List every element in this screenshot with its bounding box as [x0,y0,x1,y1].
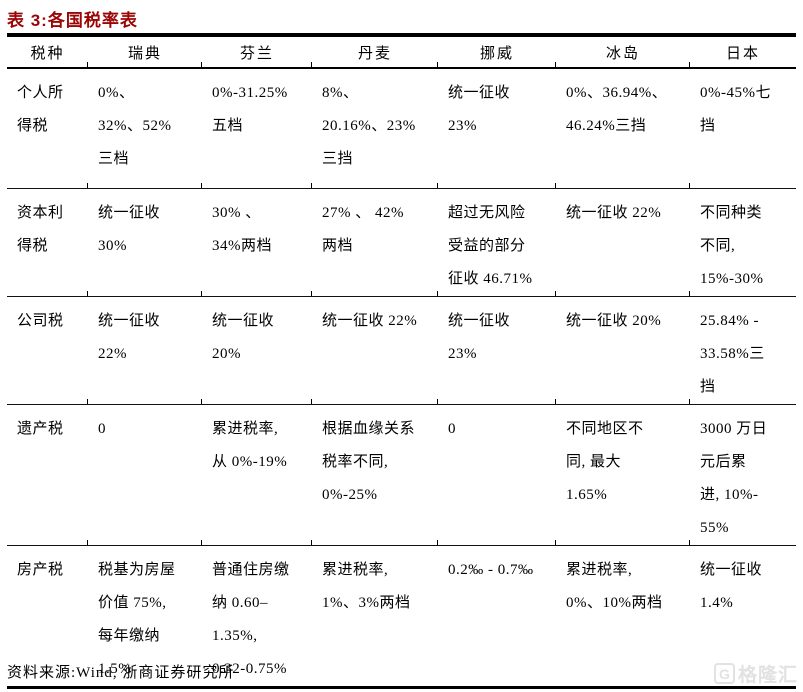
table-cell: 3000 万日 元后累 进, 10%- 55% [689,404,796,546]
table-cell: 0%-31.25% 五档 [201,68,312,189]
table-row-property-tax: 房产税 税基为房屋 价值 75%, 每年缴纳 1.5% 普通住房缴 纳 0.60… [7,545,796,686]
table-cell: 累进税率, 1%、3%两档 [322,561,411,611]
table-cell: 统一征收 22% [311,296,438,405]
table-cell: 30% 、 34%两档 [201,188,312,297]
table-cell: 超过无风险 受益的部分 征收 46.71% [437,188,556,297]
column-header-tax-type: 税种 [7,37,88,69]
row-header-personal-income-tax: 个人所 得税 [7,68,88,189]
table-cell: 累进税率, 从 0%-19% [201,404,312,546]
column-header-iceland: 冰岛 [555,37,690,69]
gelonghui-logo-icon: G [713,663,735,684]
table-cell: 0%、36.94%、 46.24%三挡 [555,68,690,189]
gelonghui-watermark-text: 格隆汇 [737,665,798,686]
gelonghui-watermark: G 格隆汇 [713,660,798,687]
table-cell: 统一征收 1.4% [700,561,763,611]
data-source-note: 资料来源:Wind, 浙商证券研究所 [7,665,235,681]
tax-rate-table-wrapper: 税种 瑞典 芬兰 丹麦 挪威 冰岛 日本 个人所 得税 0%、 32%、52% … [7,33,796,689]
table-cell: 统一征收 30% [87,188,202,297]
table-cell: 统一征收 22% [87,296,202,405]
table-cell: 不同地区不 同, 最大 1.65% [555,404,690,546]
table-row-inheritance-tax: 遗产税 0 累进税率, 从 0%-19% 根据血缘关系 税率不同, 0%-25%… [7,404,796,546]
table-cell: 税基为房屋 价值 75%, 每年缴纳 1.5% [98,561,176,677]
column-header-norway: 挪威 [437,37,556,69]
table-cell: 统一征收 23% [437,296,556,405]
column-header-sweden: 瑞典 [87,37,202,69]
table-row-capital-gains-tax: 资本利 得税 统一征收 30% 30% 、 34%两档 27% 、 42% 两档… [7,188,796,297]
row-header-inheritance-tax: 遗产税 [7,404,88,546]
table-cell: 累进税率, 0%、10%两档 [566,561,663,611]
table-row-corporate-tax: 公司税 统一征收 22% 统一征收 20% 统一征收 22% 统一征收 23% … [7,296,796,405]
row-header-capital-gains-tax: 资本利 得税 [7,188,88,297]
table-cell: 统一征收 23% [437,68,556,189]
tax-rate-table: 税种 瑞典 芬兰 丹麦 挪威 冰岛 日本 个人所 得税 0%、 32%、52% … [7,37,796,686]
table-cell: 27% 、 42% 两档 [311,188,438,297]
header-row: 税种 瑞典 芬兰 丹麦 挪威 冰岛 日本 [7,37,796,69]
row-header-corporate-tax: 公司税 [7,296,88,405]
table-row-personal-income-tax: 个人所 得税 0%、 32%、52% 三档 0%-31.25% 五档 8%、 2… [7,68,796,189]
table-cell: 0%-45%七 挡 [689,68,796,189]
column-header-denmark: 丹麦 [311,37,438,69]
table-cell: 根据血缘关系 税率不同, 0%-25% [311,404,438,546]
table-title: 表 3:各国税率表 [7,11,138,30]
column-header-japan: 日本 [689,37,796,69]
table-cell: 0%、 32%、52% 三档 [87,68,202,189]
table-cell: 统一征收 22% [555,188,690,297]
table-cell: 0 [87,404,202,546]
table-cell: 8%、 20.16%、23% 三挡 [311,68,438,189]
row-header-property-tax: 房产税 [17,561,64,578]
table-cell: 统一征收 20% [555,296,690,405]
table-cell: 0 [437,404,556,546]
table-cell: 普通住房缴 纳 0.60– 1.35%, 0.32-0.75% [212,561,290,677]
column-header-finland: 芬兰 [201,37,312,69]
table-cell: 统一征收 20% [201,296,312,405]
table-cell: 0.2‰ - 0.7‰ [448,561,534,578]
table-cell: 25.84% - 33.58%三 挡 [689,296,796,405]
table-cell: 不同种类 不同, 15%-30% [689,188,796,297]
